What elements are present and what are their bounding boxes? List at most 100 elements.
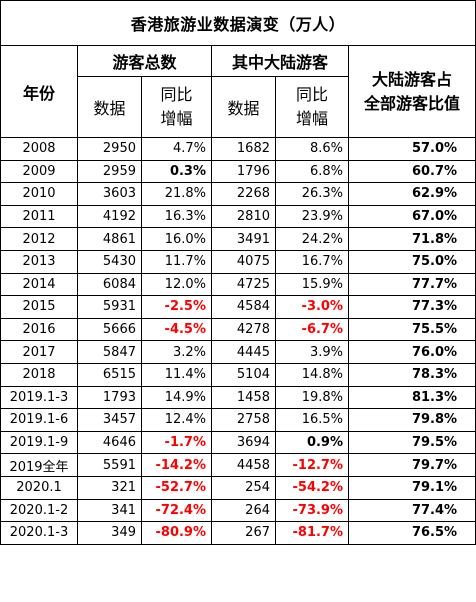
cell-total-visitors[interactable]: 3457 <box>77 408 142 432</box>
cell-mainland-ratio[interactable]: 76.0% <box>347 340 476 364</box>
cell-mainland-ratio[interactable]: 60.7% <box>347 159 476 184</box>
cell-total-yoy[interactable]: 3.2% <box>141 340 212 364</box>
cell-total-yoy[interactable]: -52.7% <box>141 475 212 500</box>
cell-total-yoy[interactable]: -2.5% <box>141 295 212 319</box>
cell-mainland-yoy[interactable]: 6.8% <box>275 159 349 184</box>
cell-mainland-visitors[interactable]: 4725 <box>211 272 276 297</box>
cell-mainland-ratio[interactable]: 79.7% <box>347 453 476 477</box>
cell-mainland-visitors[interactable]: 1796 <box>211 159 276 184</box>
cell-mainland-visitors[interactable]: 3694 <box>211 430 276 455</box>
cell-total-visitors[interactable]: 2950 <box>77 137 142 161</box>
cell-mainland-ratio[interactable]: 57.0% <box>347 137 476 161</box>
cell-mainland-yoy[interactable]: 3.9% <box>275 340 349 364</box>
cell-mainland-yoy[interactable]: 15.9% <box>275 272 349 297</box>
cell-mainland-ratio[interactable]: 71.8% <box>347 227 476 251</box>
cell-mainland-yoy[interactable]: -73.9% <box>275 498 349 523</box>
cell-year[interactable]: 2020.1-2 <box>0 498 78 523</box>
cell-mainland-yoy[interactable]: -54.2% <box>275 475 349 500</box>
cell-total-yoy[interactable]: 11.7% <box>141 249 212 274</box>
cell-mainland-ratio[interactable]: 75.5% <box>347 317 476 342</box>
cell-total-visitors[interactable]: 5931 <box>77 295 142 319</box>
cell-mainland-visitors[interactable]: 1682 <box>211 137 276 161</box>
cell-mainland-visitors[interactable]: 1458 <box>211 385 276 410</box>
cell-mainland-ratio[interactable]: 79.8% <box>347 408 476 432</box>
cell-total-yoy[interactable]: -1.7% <box>141 430 212 455</box>
cell-total-visitors[interactable]: 2959 <box>77 159 142 184</box>
cell-year[interactable]: 2011 <box>0 204 78 229</box>
cell-total-yoy[interactable]: -4.5% <box>141 317 212 342</box>
cell-year[interactable]: 2019.1-6 <box>0 408 78 432</box>
cell-total-yoy[interactable]: -72.4% <box>141 498 212 523</box>
cell-mainland-ratio[interactable]: 77.3% <box>347 295 476 319</box>
cell-year[interactable]: 2010 <box>0 182 78 206</box>
cell-total-visitors[interactable]: 3603 <box>77 182 142 206</box>
cell-mainland-yoy[interactable]: 16.5% <box>275 408 349 432</box>
cell-total-visitors[interactable]: 4861 <box>77 227 142 251</box>
cell-total-visitors[interactable]: 5430 <box>77 249 142 274</box>
cell-total-yoy[interactable]: 16.3% <box>141 204 212 229</box>
cell-total-yoy[interactable]: 16.0% <box>141 227 212 251</box>
cell-mainland-ratio[interactable]: 75.0% <box>347 249 476 274</box>
cell-mainland-ratio[interactable]: 79.1% <box>347 475 476 500</box>
cell-mainland-visitors[interactable]: 2758 <box>211 408 276 432</box>
cell-total-visitors[interactable]: 341 <box>77 498 142 523</box>
cell-mainland-visitors[interactable]: 4445 <box>211 340 276 364</box>
cell-mainland-yoy[interactable]: 14.8% <box>275 362 349 387</box>
cell-year[interactable]: 2009 <box>0 159 78 184</box>
cell-total-visitors[interactable]: 349 <box>77 521 142 545</box>
cell-year[interactable]: 2013 <box>0 249 78 274</box>
cell-mainland-visitors[interactable]: 4458 <box>211 453 276 477</box>
cell-mainland-yoy[interactable]: -6.7% <box>275 317 349 342</box>
cell-mainland-yoy[interactable]: 8.6% <box>275 137 349 161</box>
cell-mainland-visitors[interactable]: 267 <box>211 521 276 545</box>
cell-mainland-visitors[interactable]: 3491 <box>211 227 276 251</box>
cell-mainland-yoy[interactable]: 16.7% <box>275 249 349 274</box>
cell-mainland-ratio[interactable]: 67.0% <box>347 204 476 229</box>
cell-year[interactable]: 2015 <box>0 295 78 319</box>
cell-mainland-visitors[interactable]: 5104 <box>211 362 276 387</box>
cell-mainland-visitors[interactable]: 264 <box>211 498 276 523</box>
cell-mainland-visitors[interactable]: 2268 <box>211 182 276 206</box>
cell-total-yoy[interactable]: 0.3% <box>141 159 212 184</box>
cell-total-visitors[interactable]: 5847 <box>77 340 142 364</box>
cell-mainland-visitors[interactable]: 2810 <box>211 204 276 229</box>
cell-mainland-ratio[interactable]: 79.5% <box>347 430 476 455</box>
cell-year[interactable]: 2020.1-3 <box>0 521 78 545</box>
cell-year[interactable]: 2019.1-9 <box>0 430 78 455</box>
cell-total-yoy[interactable]: 12.0% <box>141 272 212 297</box>
cell-total-visitors[interactable]: 6084 <box>77 272 142 297</box>
cell-year[interactable]: 2019全年 <box>0 453 78 477</box>
cell-mainland-yoy[interactable]: 23.9% <box>275 204 349 229</box>
cell-year[interactable]: 2018 <box>0 362 78 387</box>
cell-mainland-visitors[interactable]: 4075 <box>211 249 276 274</box>
cell-mainland-yoy[interactable]: -3.0% <box>275 295 349 319</box>
cell-total-yoy[interactable]: 21.8% <box>141 182 212 206</box>
cell-total-yoy[interactable]: 12.4% <box>141 408 212 432</box>
cell-year[interactable]: 2016 <box>0 317 78 342</box>
cell-total-yoy[interactable]: 11.4% <box>141 362 212 387</box>
cell-total-visitors[interactable]: 4192 <box>77 204 142 229</box>
cell-year[interactable]: 2020.1 <box>0 475 78 500</box>
cell-year[interactable]: 2008 <box>0 137 78 161</box>
cell-year[interactable]: 2019.1-3 <box>0 385 78 410</box>
cell-mainland-yoy[interactable]: -12.7% <box>275 453 349 477</box>
cell-mainland-yoy[interactable]: -81.7% <box>275 521 349 545</box>
cell-mainland-ratio[interactable]: 77.4% <box>347 498 476 523</box>
cell-mainland-yoy[interactable]: 0.9% <box>275 430 349 455</box>
cell-year[interactable]: 2017 <box>0 340 78 364</box>
cell-mainland-ratio[interactable]: 76.5% <box>347 521 476 545</box>
cell-year[interactable]: 2014 <box>0 272 78 297</box>
cell-mainland-visitors[interactable]: 4278 <box>211 317 276 342</box>
cell-year[interactable]: 2012 <box>0 227 78 251</box>
cell-total-yoy[interactable]: -14.2% <box>141 453 212 477</box>
cell-mainland-visitors[interactable]: 254 <box>211 475 276 500</box>
cell-mainland-ratio[interactable]: 77.7% <box>347 272 476 297</box>
cell-total-visitors[interactable]: 1793 <box>77 385 142 410</box>
cell-mainland-yoy[interactable]: 26.3% <box>275 182 349 206</box>
cell-total-visitors[interactable]: 5666 <box>77 317 142 342</box>
cell-total-visitors[interactable]: 321 <box>77 475 142 500</box>
cell-total-visitors[interactable]: 6515 <box>77 362 142 387</box>
cell-total-yoy[interactable]: 4.7% <box>141 137 212 161</box>
cell-total-visitors[interactable]: 5591 <box>77 453 142 477</box>
cell-mainland-yoy[interactable]: 24.2% <box>275 227 349 251</box>
